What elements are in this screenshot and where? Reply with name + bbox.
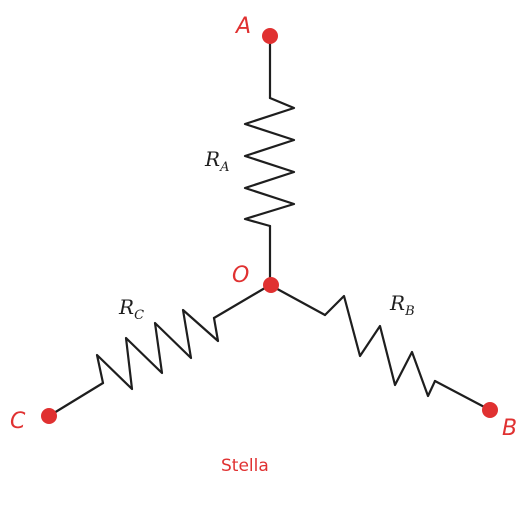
resistor-b-symbol: R [389, 291, 405, 315]
node-c-label: C [10, 409, 26, 434]
wire-c-inner [212, 283, 272, 320]
resistor-c-symbol: R [118, 295, 134, 319]
node-b-label: B [502, 416, 517, 441]
resistor-a-subscript: A [219, 160, 229, 175]
branch-b [268, 283, 492, 412]
resistor-b-zigzag [323, 294, 437, 398]
branch-a [243, 34, 296, 287]
node-a-label: A [234, 14, 251, 39]
resistor-c-zigzag [95, 308, 220, 391]
node-a-dot [262, 28, 278, 44]
node-o-label: O [232, 263, 249, 288]
wire-b-outer [433, 379, 492, 412]
resistor-c-subscript: C [134, 308, 144, 323]
resistor-a-zigzag [243, 96, 296, 228]
node-c-dot [41, 408, 57, 424]
node-o-dot [263, 277, 279, 293]
node-b-dot [482, 402, 498, 418]
wire-b-inner [268, 283, 327, 317]
resistor-c-label: RC [118, 295, 144, 323]
diagram-caption: Stella [221, 456, 269, 476]
resistor-b-label: RB [389, 291, 415, 319]
resistor-a-symbol: R [204, 147, 220, 171]
resistor-b-subscript: B [404, 304, 415, 319]
wire-c-outer [47, 381, 105, 418]
branch-c [47, 283, 272, 418]
resistor-a-label: RA [204, 147, 229, 175]
